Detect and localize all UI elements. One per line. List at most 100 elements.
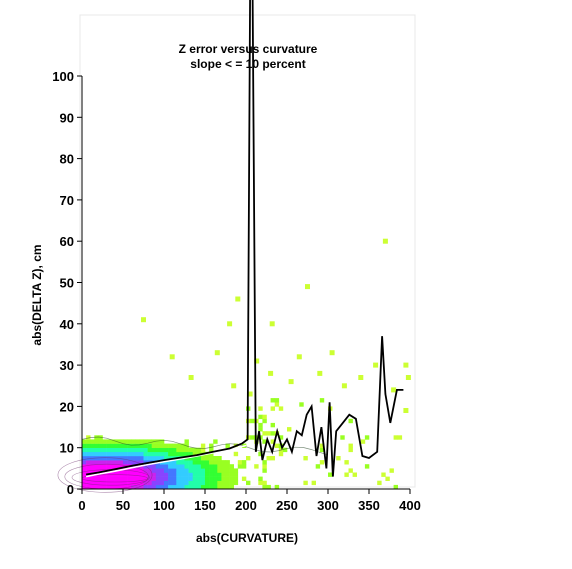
- heatmap-cell: [110, 468, 116, 473]
- heatmap-cell: [127, 451, 132, 457]
- heatmap-cell: [221, 464, 226, 469]
- heatmap-cell: [164, 460, 169, 465]
- heatmap-cell: [188, 447, 193, 453]
- outlier-point: [317, 370, 323, 376]
- heatmap-cell: [209, 443, 214, 448]
- heatmap-cell: [266, 484, 271, 490]
- x-tick-label: 400: [399, 498, 421, 513]
- heatmap-cell: [250, 418, 255, 424]
- heatmap-cell: [168, 484, 173, 490]
- heatmap-cell: [164, 451, 169, 457]
- heatmap-cell: [110, 480, 116, 486]
- heatmap-cell: [151, 472, 157, 477]
- heatmap-cell: [348, 447, 353, 453]
- y-tick-label: 20: [60, 399, 74, 414]
- heatmap-cell: [143, 451, 148, 457]
- heatmap-cell: [106, 476, 111, 481]
- heatmap-cell: [262, 431, 267, 436]
- heatmap-cell: [377, 480, 382, 486]
- heatmap-cell: [328, 472, 333, 477]
- heatmap-cell: [143, 447, 148, 453]
- heatmap-cell: [188, 464, 193, 469]
- heatmap-cell: [209, 464, 214, 469]
- heatmap-cell: [147, 443, 152, 448]
- heatmap-cell: [110, 439, 116, 444]
- heatmap-cell: [254, 464, 259, 469]
- heatmap-cell: [246, 480, 251, 486]
- x-tick-label: 300: [317, 498, 339, 513]
- heatmap-cell: [192, 456, 198, 461]
- heatmap-cell: [164, 480, 169, 486]
- heatmap-cell: [250, 435, 255, 440]
- heatmap-cell: [184, 460, 189, 465]
- heatmap-cell: [114, 480, 120, 486]
- heatmap-cell: [131, 460, 136, 465]
- heatmap-cell: [205, 464, 210, 469]
- heatmap-cell: [131, 468, 136, 473]
- heatmap-cell: [192, 476, 198, 481]
- heatmap-cell: [344, 472, 349, 477]
- heatmap-cell: [164, 456, 169, 461]
- heatmap-cell: [225, 460, 230, 465]
- heatmap-cell: [147, 480, 152, 486]
- outlier-point: [358, 375, 364, 380]
- heatmap-cell: [98, 443, 103, 448]
- heatmap-cell: [209, 456, 214, 461]
- mean-line: [85, 0, 404, 477]
- heatmap-cell: [209, 460, 214, 465]
- heatmap-cell: [225, 484, 230, 490]
- heatmap-cell: [98, 476, 103, 481]
- heatmap-cell: [200, 443, 206, 448]
- heatmap-cell: [192, 480, 198, 486]
- heatmap-cell: [86, 447, 91, 453]
- outlier-point: [141, 317, 146, 323]
- heatmap-cell: [155, 464, 161, 469]
- contour-ring: [57, 457, 153, 493]
- heatmap-cell: [159, 443, 165, 448]
- heatmap-cell: [262, 418, 267, 424]
- heatmap-cell: [147, 451, 152, 457]
- heatmap-cell: [155, 439, 161, 444]
- heatmap-cell: [184, 447, 189, 453]
- heatmap-cell: [196, 472, 202, 477]
- heatmap-cell: [241, 476, 247, 481]
- heatmap-cell: [102, 476, 107, 481]
- heatmap-cell: [147, 439, 152, 444]
- heatmap-cell: [90, 464, 95, 469]
- heatmap-cell: [110, 460, 116, 465]
- heatmap-cell: [184, 476, 189, 481]
- heatmap-cell: [106, 460, 111, 465]
- heatmap-cell: [123, 476, 128, 481]
- heatmap-cell: [176, 443, 181, 448]
- outlier-point: [341, 383, 347, 389]
- heatmap-cell: [262, 484, 267, 490]
- heatmap-cell: [102, 439, 107, 444]
- heatmap-cell: [188, 451, 193, 457]
- heatmap-cell: [114, 460, 120, 465]
- heatmap-cell: [262, 414, 267, 420]
- heatmap-cell: [159, 480, 165, 486]
- x-tick-label: 0: [78, 498, 85, 513]
- heatmap-cell: [205, 460, 210, 465]
- heatmap-cell: [188, 456, 193, 461]
- outlier-point: [296, 354, 302, 360]
- heatmap-cell: [270, 406, 275, 411]
- heatmap-cell: [102, 447, 107, 453]
- outlier-point: [373, 362, 379, 368]
- heatmap-cell: [340, 435, 345, 440]
- heatmap-cell: [270, 422, 275, 428]
- heatmap-cell: [123, 480, 128, 486]
- heatmap-cell: [262, 468, 267, 473]
- heatmap-cell: [151, 464, 157, 469]
- heatmap-cell: [282, 447, 288, 453]
- heatmap-cell: [159, 472, 165, 477]
- heatmap-cell: [237, 464, 243, 469]
- heatmap-cell: [106, 439, 111, 444]
- heatmap-cell: [106, 456, 111, 461]
- heatmap-cell: [139, 476, 144, 481]
- heatmap-cell: [180, 443, 185, 448]
- heatmap-cell: [209, 468, 214, 473]
- heatmap-cell: [123, 443, 128, 448]
- heatmap-cell: [110, 476, 116, 481]
- heatmap-cell: [143, 456, 148, 461]
